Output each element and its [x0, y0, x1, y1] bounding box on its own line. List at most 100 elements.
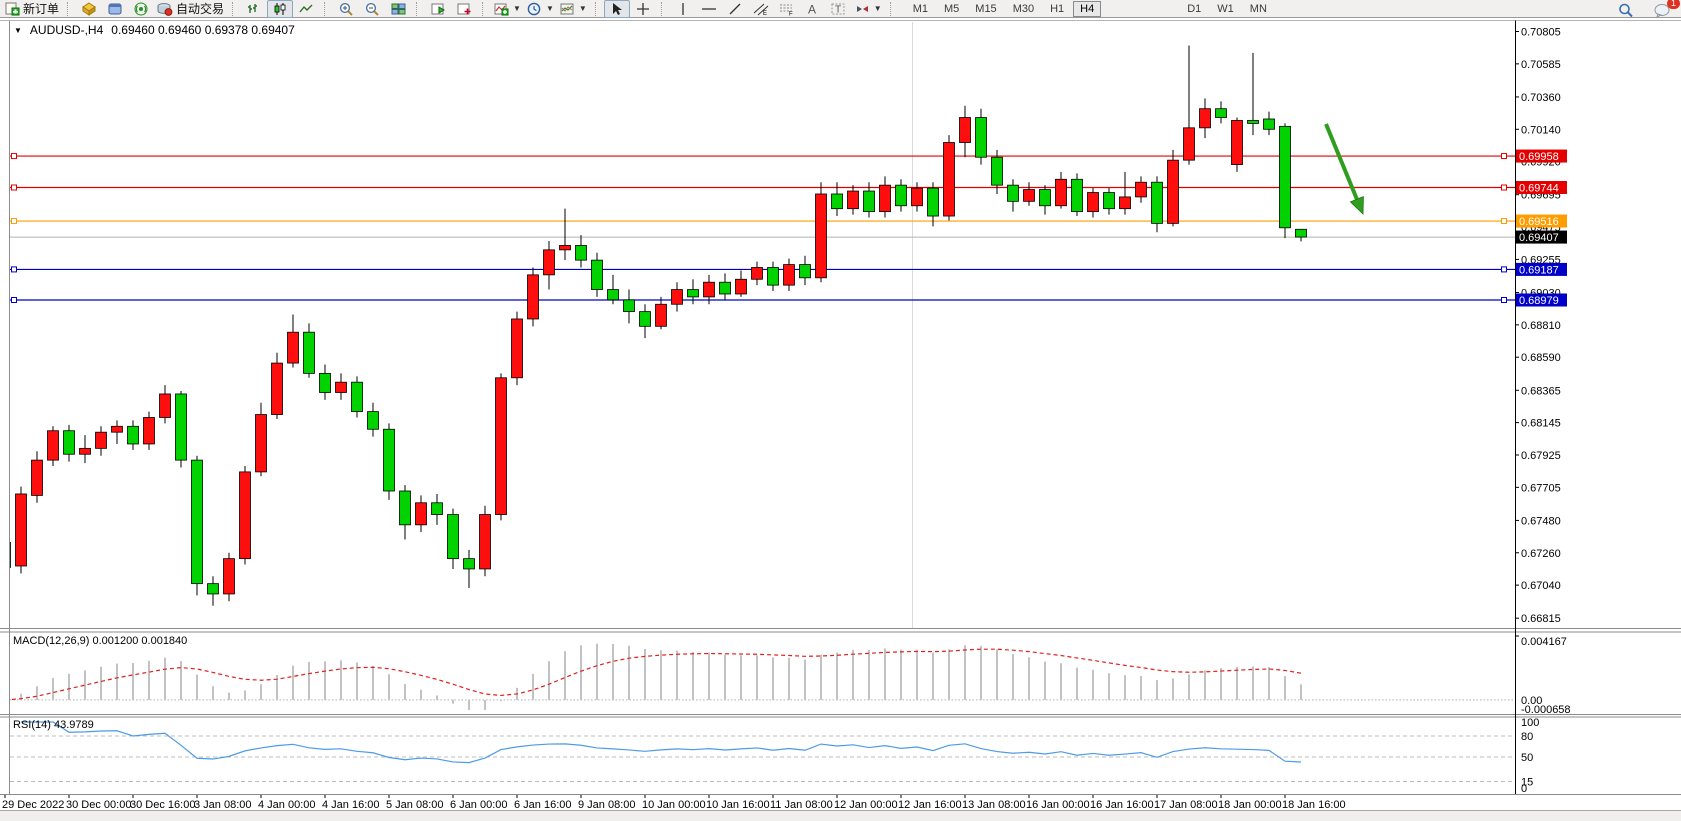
rsi-axis-label: 100 — [1521, 717, 1539, 729]
candle-bull — [239, 471, 251, 560]
time-axis-label: 9 Jan 08:00 — [578, 799, 636, 811]
candle-bear — [1215, 108, 1227, 118]
tf-h4[interactable]: H4 — [1073, 0, 1102, 17]
candle-chart-button[interactable] — [267, 0, 294, 18]
signals-button[interactable] — [128, 0, 154, 18]
tf-d1[interactable]: D1 — [1187, 2, 1202, 15]
zoom-in-button[interactable] — [333, 0, 359, 18]
candle-bull — [1087, 192, 1099, 213]
autotrade-icon — [157, 2, 173, 16]
vertical-line-button[interactable] — [670, 0, 696, 18]
autotrade-button[interactable]: 自动交易 — [154, 0, 227, 18]
shapes-button[interactable]: ▼ — [852, 0, 885, 18]
notifications-button[interactable]: 1 — [1649, 0, 1680, 19]
candle-bull — [335, 381, 347, 393]
svg-text:0.70805: 0.70805 — [1521, 27, 1561, 39]
time-axis-label: 29 Dec 2022 — [2, 799, 64, 811]
candle-bear — [1007, 184, 1019, 202]
tile-windows-icon — [391, 3, 406, 14]
tf-h1[interactable]: H1 — [1050, 2, 1065, 15]
macd-axis-min: -0.000658 — [1521, 704, 1571, 716]
candle-bear — [351, 381, 363, 413]
crosshair-button[interactable] — [630, 0, 656, 18]
fibonacci-button[interactable]: F — [774, 0, 800, 18]
svg-text:0.66815: 0.66815 — [1521, 613, 1561, 625]
svg-text:0.70360: 0.70360 — [1521, 92, 1561, 104]
time-axis-label: 30 Dec 00:00 — [66, 799, 131, 811]
candle-bull — [15, 493, 27, 567]
candle-bull — [255, 414, 267, 473]
price-tag: 0.69744 — [1516, 181, 1567, 195]
tf-w1[interactable]: W1 — [1217, 2, 1234, 15]
trendline-button[interactable] — [722, 0, 748, 18]
candle-bear — [639, 311, 651, 327]
candle-bull — [511, 318, 523, 379]
time-axis-label: 12 Jan 00:00 — [834, 799, 898, 811]
svg-text:0.69187: 0.69187 — [1519, 264, 1559, 276]
svg-text:0.69407: 0.69407 — [1519, 232, 1559, 244]
candle-bull — [1119, 196, 1131, 210]
candle-bear — [927, 187, 939, 217]
candle-bear — [991, 156, 1003, 186]
time-axis-label: 12 Jan 16:00 — [898, 799, 962, 811]
profile-charts-button[interactable] — [425, 0, 451, 18]
svg-text:0.67705: 0.67705 — [1521, 482, 1561, 494]
svg-text:F: F — [789, 11, 793, 16]
chart-title: ▼ AUDUSD-,H4 0.69460 0.69460 0.69378 0.6… — [14, 23, 295, 37]
new-order-button[interactable]: 新订单 — [2, 0, 62, 18]
text-button[interactable]: A — [800, 0, 826, 18]
tf-m15[interactable]: M15 — [975, 2, 997, 15]
search-button[interactable] — [1613, 1, 1639, 19]
text-label-icon: T — [831, 3, 845, 15]
candle-bear — [319, 372, 331, 393]
candle-bear — [303, 331, 315, 374]
time-axis-label: 13 Jan 08:00 — [962, 799, 1026, 811]
dropdown-caret-icon: ▼ — [513, 4, 521, 13]
market-depth-button[interactable] — [76, 0, 102, 18]
channel-button[interactable]: E — [748, 0, 774, 18]
candle-bear — [895, 184, 907, 207]
candle-bear — [431, 502, 443, 515]
search-icon — [1619, 3, 1633, 17]
toolbar-separator — [660, 1, 667, 16]
indicators-icon — [494, 3, 509, 15]
toolbar-separator — [232, 1, 238, 16]
indicators-button[interactable]: ▼ — [491, 0, 524, 18]
candle-bear — [10, 542, 11, 568]
candle-bull — [911, 187, 923, 207]
svg-text:0.67925: 0.67925 — [1521, 450, 1561, 462]
tf-mn[interactable]: MN — [1249, 2, 1267, 15]
candle-bear — [1071, 178, 1083, 213]
cursor-button[interactable] — [603, 0, 630, 18]
chart-collapse-icon[interactable]: ▼ — [14, 25, 22, 35]
rsi-axis-label: 50 — [1521, 752, 1533, 764]
zoom-out-icon — [365, 2, 379, 16]
zoom-out-button[interactable] — [359, 0, 385, 18]
text-label-button[interactable]: T — [826, 0, 852, 18]
periods-button[interactable]: ▼ — [524, 0, 557, 18]
tf-m5[interactable]: M5 — [944, 2, 960, 15]
candle-bear — [127, 425, 139, 445]
templates-button[interactable]: ▼ — [557, 0, 590, 18]
horizontal-line-button[interactable] — [696, 0, 722, 18]
candle-bear — [1247, 120, 1259, 124]
candle-bear — [591, 259, 603, 290]
new-order-icon — [5, 2, 20, 15]
tile-windows-button[interactable] — [385, 0, 411, 18]
price-tag: 0.68979 — [1516, 293, 1567, 307]
bar-chart-button[interactable] — [241, 0, 267, 18]
candle-bear — [767, 267, 779, 286]
line-chart-button[interactable] — [293, 0, 319, 18]
toolbar: 新订单 自动交易 — [0, 0, 1681, 18]
candle-chart-icon — [274, 2, 286, 15]
profile-add-button[interactable] — [451, 0, 477, 18]
price-tag: 0.69407 — [1516, 230, 1567, 244]
main-price-pane — [10, 22, 1515, 628]
tf-m30[interactable]: M30 — [1012, 2, 1035, 15]
svg-text:E: E — [763, 11, 767, 16]
chart-canvas[interactable]: 0.708050.705850.703600.701400.699200.696… — [0, 18, 1681, 821]
tf-m1[interactable]: M1 — [912, 2, 928, 15]
candle-bear — [175, 393, 187, 461]
chart-window-button[interactable] — [102, 0, 128, 18]
